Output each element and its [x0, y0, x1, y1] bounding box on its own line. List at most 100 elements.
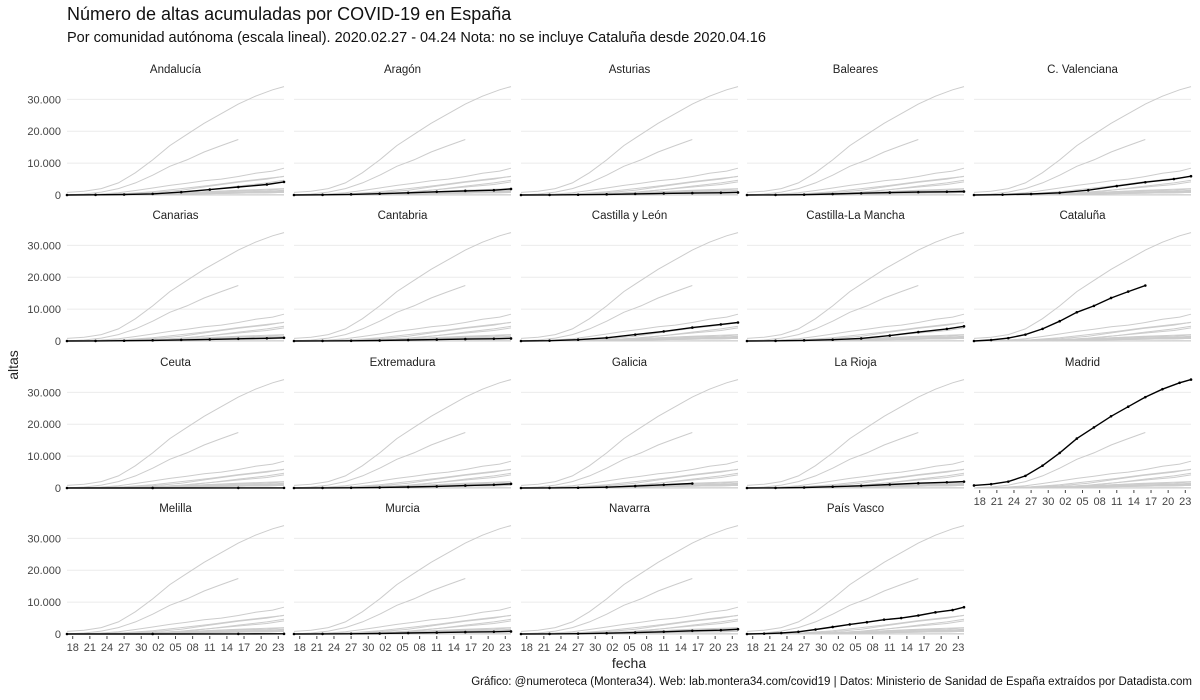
data-point — [208, 338, 212, 341]
panel-strip-label: C. Valenciana — [1047, 64, 1118, 76]
panel: Madrid 18 21 24 27 30 02 05 08 11 14 17 20 23 — [972, 357, 1193, 508]
panel: Andalucía 0 10.000 20.000 30.000 — [27, 64, 286, 202]
background-series-line — [520, 606, 739, 635]
data-point — [972, 339, 976, 343]
data-point — [605, 631, 608, 635]
data-point — [519, 486, 523, 490]
x-tick-label: 23 — [952, 642, 964, 654]
data-point — [945, 327, 949, 331]
x-tick-label: 27 — [1025, 496, 1037, 508]
background-series-line — [746, 285, 919, 342]
x-tick-label: 14 — [901, 642, 913, 654]
data-point — [736, 627, 740, 631]
data-point — [662, 192, 666, 195]
data-point — [691, 191, 694, 195]
panel-strip-label: País Vasco — [827, 503, 884, 515]
data-point — [802, 193, 806, 196]
background-series-line — [293, 139, 466, 196]
panel: Aragón — [292, 64, 513, 197]
data-point — [814, 628, 817, 631]
x-tick-label: 02 — [379, 642, 391, 654]
data-point — [151, 486, 154, 490]
data-point — [848, 623, 852, 626]
data-point — [1058, 319, 1061, 323]
data-point — [1144, 180, 1147, 184]
background-series-line — [746, 578, 919, 635]
x-tick-label: 20 — [1162, 496, 1174, 508]
panel: Melilla 0 10.000 20.000 30.000 18 21 24 27 30 02 05… — [27, 503, 286, 654]
data-point — [882, 618, 886, 621]
data-point — [989, 482, 993, 486]
y-tick-label: 30.000 — [27, 240, 61, 252]
data-point — [237, 337, 240, 341]
x-tick-label: 02 — [606, 642, 618, 654]
background-series-line — [746, 525, 965, 632]
data-point — [1109, 414, 1113, 418]
x-tick-label: 17 — [238, 642, 250, 654]
background-series-line — [973, 232, 1192, 339]
data-point — [1041, 327, 1044, 331]
data-point — [633, 333, 637, 336]
background-series-line — [746, 232, 965, 339]
background-series-line — [293, 525, 512, 632]
data-point — [509, 337, 513, 340]
data-point — [888, 483, 892, 486]
background-series-line — [746, 628, 965, 635]
background-series-line — [66, 139, 239, 196]
x-tick-label: 21 — [764, 642, 776, 654]
data-point — [662, 483, 666, 487]
x-tick-label: 18 — [974, 496, 986, 508]
data-point — [762, 632, 766, 635]
data-point — [1086, 188, 1090, 192]
x-tick-label: 24 — [101, 642, 113, 654]
x-tick-label: 17 — [692, 642, 704, 654]
data-point — [605, 336, 608, 340]
data-point — [548, 486, 551, 490]
data-point — [917, 481, 920, 485]
data-point — [633, 484, 637, 488]
x-tick-label: 17 — [918, 642, 930, 654]
data-point — [917, 330, 920, 334]
x-tick-label: 17 — [465, 642, 477, 654]
data-point — [691, 482, 694, 485]
background-series-line — [66, 167, 285, 196]
background-series-line — [293, 285, 466, 342]
data-point — [945, 190, 949, 194]
y-tick-label: 10.000 — [27, 304, 61, 316]
data-point — [435, 338, 439, 341]
panel-strip-label: Melilla — [159, 503, 192, 515]
panel: Canarias 0 10.000 20.000 30.000 — [27, 210, 286, 348]
data-point — [972, 193, 976, 197]
data-point — [349, 632, 353, 636]
x-tick-label: 30 — [135, 642, 147, 654]
panel-strip-label: Murcia — [385, 503, 420, 515]
data-point — [859, 191, 863, 195]
data-point — [282, 632, 286, 636]
data-point — [237, 185, 240, 189]
data-point — [1126, 405, 1130, 408]
data-point — [65, 193, 69, 197]
data-point — [1075, 311, 1079, 314]
data-point — [1092, 426, 1096, 429]
panel: Baleares — [745, 64, 966, 197]
x-tick-label: 21 — [84, 642, 96, 654]
data-point — [962, 325, 966, 328]
data-point — [633, 631, 637, 634]
x-tick-label: 21 — [991, 496, 1003, 508]
panel-strip-label: Galicia — [612, 357, 648, 369]
panel-strip-label: Asturias — [609, 64, 651, 76]
y-tick-label: 20.000 — [27, 126, 61, 138]
data-point — [237, 486, 240, 490]
panel-strip-label: Castilla-La Mancha — [806, 210, 905, 222]
data-point — [802, 486, 806, 489]
data-point — [282, 486, 286, 490]
data-point — [208, 188, 212, 191]
x-tick-label: 11 — [431, 642, 442, 654]
x-tick-label: 05 — [1076, 496, 1088, 508]
data-point — [464, 630, 467, 634]
data-point — [548, 339, 551, 342]
x-tick-label: 23 — [272, 642, 284, 654]
background-series-line — [520, 578, 693, 635]
panel-strip-label: Andalucía — [150, 64, 202, 76]
x-tick-label: 27 — [572, 642, 584, 654]
